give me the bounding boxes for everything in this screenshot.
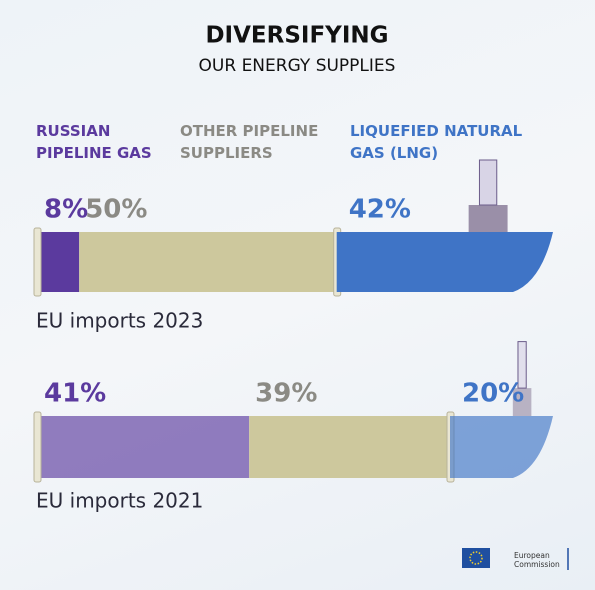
ship-bridge	[468, 205, 508, 232]
category-label: EU imports 2023	[36, 309, 203, 333]
pipe-segment	[249, 416, 450, 478]
value-label: 8%	[44, 195, 88, 225]
pipe-flange	[33, 411, 42, 483]
logo-text: European Commission	[514, 551, 560, 569]
chart-title: DIVERSIFYING	[205, 23, 388, 49]
ship-bridge	[512, 388, 532, 416]
ship-hull	[450, 416, 553, 478]
pipe-segment	[38, 416, 250, 478]
value-label: 41%	[44, 379, 106, 409]
bar-row: 8%50% 42%	[33, 159, 553, 297]
value-label: 50%	[85, 195, 147, 225]
value-label: 42%	[349, 195, 411, 225]
legend-entry: RUSSIAN PIPELINE GAS	[36, 122, 152, 162]
ship-tower	[517, 341, 527, 389]
legend-entry: OTHER PIPELINE SUPPLIERS	[180, 122, 319, 162]
value-label: 20%	[462, 379, 524, 409]
ship-hull	[336, 232, 553, 292]
logo-flag	[462, 548, 490, 568]
logo-stars	[469, 551, 483, 565]
bar-row: 41% 39% 20%	[33, 341, 553, 483]
pipe-flange	[33, 227, 42, 297]
pipe-segment	[79, 232, 337, 292]
value-label: 39%	[255, 379, 317, 409]
pipe-segment	[38, 232, 80, 292]
ship-tower	[478, 159, 498, 206]
category-label: EU imports 2021	[36, 489, 203, 513]
logo	[462, 548, 569, 570]
legend-entry: LIQUEFIED NATURAL GAS (LNG)	[350, 122, 523, 162]
chart-subtitle: OUR ENERGY SUPPLIES	[199, 56, 396, 76]
